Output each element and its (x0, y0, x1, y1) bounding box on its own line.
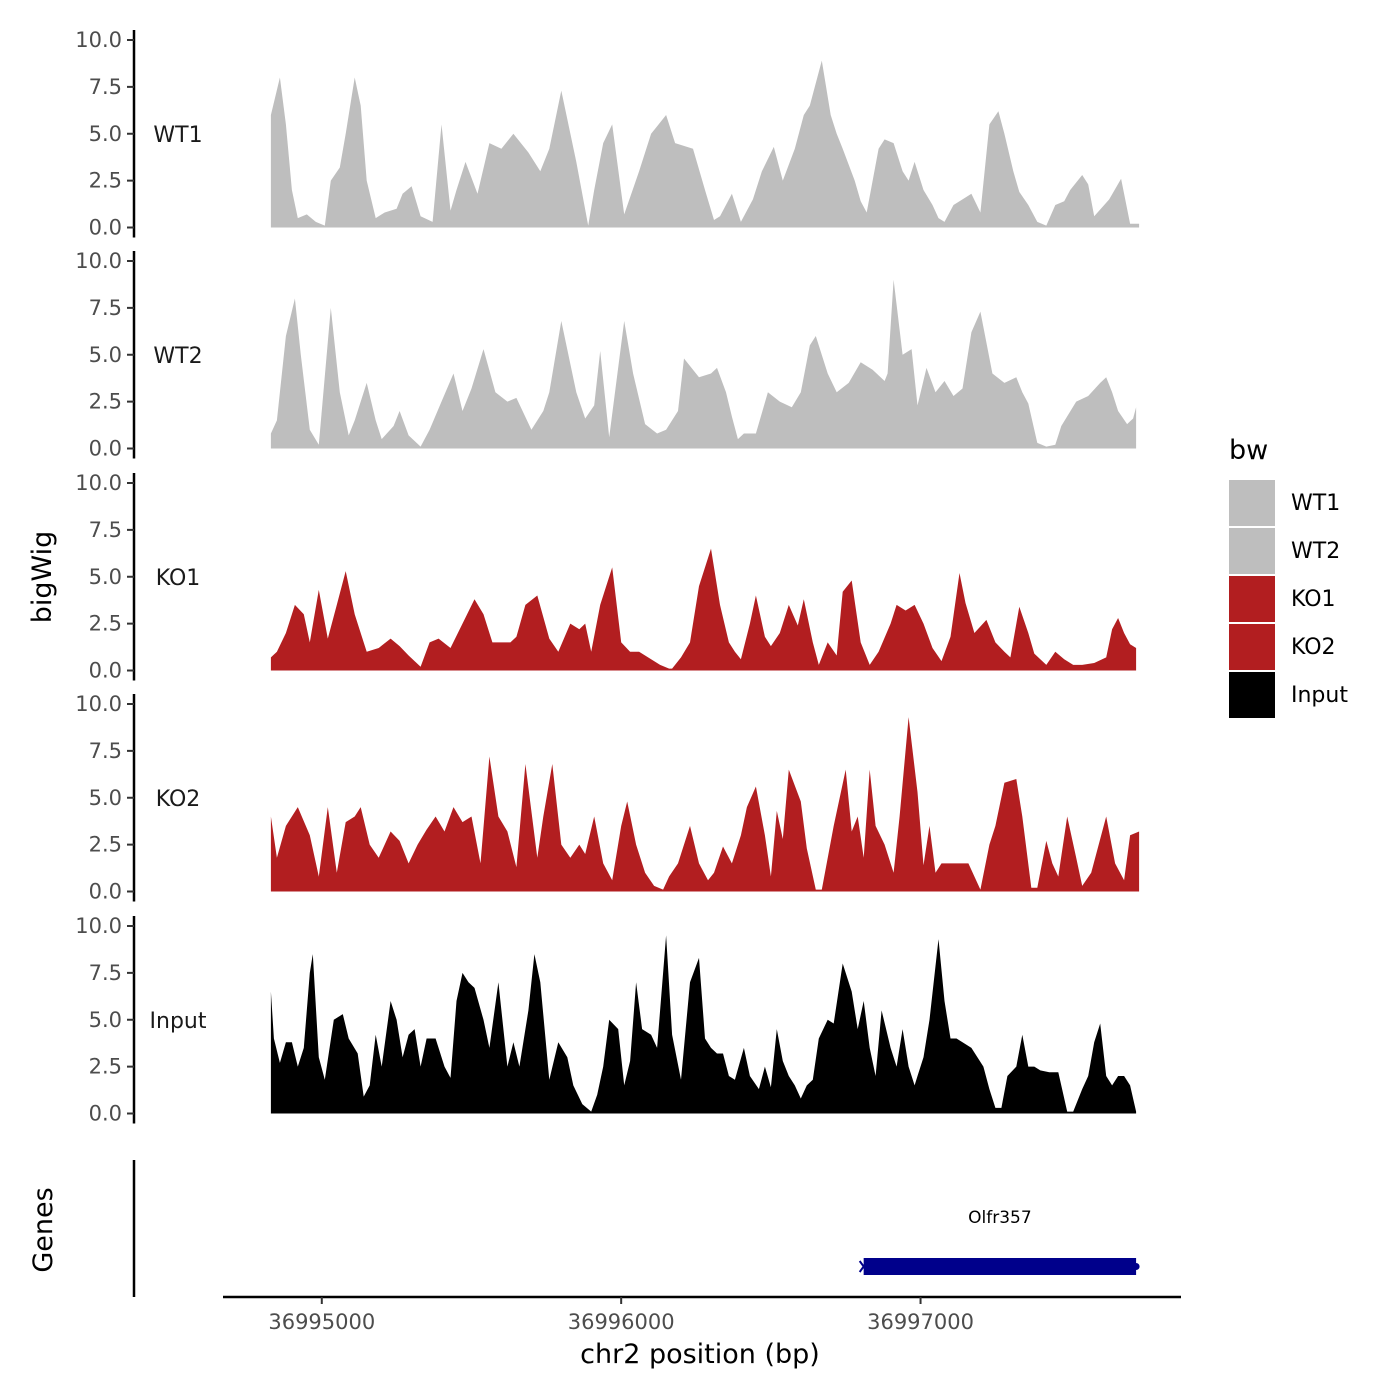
y-tick-label: 10.0 (75, 692, 122, 716)
y-tick-label: 7.5 (89, 518, 122, 542)
y-tick-label: 7.5 (89, 739, 122, 763)
genes-panel: Genes Olfr357 (28, 1160, 1140, 1297)
legend-swatch (1229, 672, 1275, 718)
y-tick-label: 2.5 (89, 169, 122, 193)
y-tick-label: 10.0 (75, 914, 122, 938)
gene-body (863, 1258, 1137, 1275)
track-wt2: 0.0 2.5 5.0 7.5 10.0 WT2 (75, 249, 1137, 461)
track-input: 0.0 2.5 5.0 7.5 10.0 Input (75, 914, 1137, 1126)
y-tick-label: 0.0 (89, 659, 122, 683)
y-tick-label: 7.5 (89, 961, 122, 985)
legend-swatch (1229, 528, 1275, 574)
gene-end-cap (1132, 1263, 1140, 1270)
x-tick-label: 36997000 (867, 1310, 974, 1334)
y-tick-label: 2.5 (89, 390, 122, 414)
y-tick-label: 7.5 (89, 296, 122, 320)
legend-label: WT1 (1291, 491, 1340, 516)
legend-item-ko2: KO2 (1229, 624, 1336, 670)
legend-item-input: Input (1229, 672, 1348, 718)
legend-item-wt1: WT1 (1229, 480, 1340, 526)
strand-marker (858, 1260, 869, 1273)
legend-swatch (1229, 576, 1275, 622)
y-tick-label: 0.0 (89, 437, 122, 461)
legend-label: WT2 (1291, 539, 1340, 564)
y-tick-label: 5.0 (89, 343, 122, 367)
track-label-ko2: KO2 (156, 787, 201, 812)
area-wt2 (270, 279, 1137, 449)
y-tick-label: 10.0 (75, 471, 122, 495)
legend-item-ko1: KO1 (1229, 576, 1336, 622)
y-tick-label: 0.0 (89, 880, 122, 904)
gene-label: Olfr357 (968, 1208, 1032, 1228)
x-tick-label: 36996000 (568, 1310, 675, 1334)
y-tick-label: 7.5 (89, 75, 122, 99)
y-tick-label: 2.5 (89, 833, 122, 857)
track-label-input: Input (150, 1009, 207, 1034)
track-label-wt1: WT1 (153, 123, 202, 148)
track-label-ko1: KO1 (156, 566, 201, 591)
y-tick-label: 0.0 (89, 1102, 122, 1126)
legend-label: KO2 (1291, 635, 1336, 660)
legend-item-wt2: WT2 (1229, 528, 1340, 574)
track-wt1: 0.0 2.5 5.0 7.5 10.0 WT1 (75, 28, 1140, 240)
y-tick-label: 0.0 (89, 216, 122, 240)
gene-olfr357: Olfr357 (858, 1208, 1140, 1275)
y-tick-label: 5.0 (89, 122, 122, 146)
track-label-wt2: WT2 (153, 344, 202, 369)
y-tick-label: 2.5 (89, 1055, 122, 1079)
legend-swatch (1229, 624, 1275, 670)
legend-swatch (1229, 480, 1275, 526)
y-axis-title: bigWig (27, 531, 58, 624)
x-axis-title: chr2 position (bp) (580, 1339, 820, 1370)
area-ko2 (270, 717, 1140, 892)
y-tick-label: 5.0 (89, 786, 122, 810)
genes-axis-title: Genes (28, 1187, 59, 1272)
legend: bw WT1 WT2 KO1 KO2 Input (1229, 435, 1348, 718)
area-input (270, 935, 1137, 1114)
legend-title: bw (1229, 435, 1268, 466)
track-ko1: 0.0 2.5 5.0 7.5 10.0 KO1 (75, 471, 1137, 683)
track-ko2: 0.0 2.5 5.0 7.5 10.0 KO2 (75, 692, 1140, 904)
area-wt1 (270, 60, 1140, 228)
y-tick-label: 10.0 (75, 249, 122, 273)
coverage-tracks: 0.02.55.07.510.0WT10.02.55.07.510.0WT20.… (75, 28, 1140, 1126)
area-ko1 (270, 548, 1137, 671)
legend-label: KO1 (1291, 587, 1336, 612)
x-tick-label: 36995000 (268, 1310, 375, 1334)
y-tick-label: 5.0 (89, 565, 122, 589)
x-axis: 36995000 36996000 36997000 (223, 1295, 1181, 1334)
legend-label: Input (1291, 683, 1348, 708)
y-tick-label: 10.0 (75, 28, 122, 52)
y-tick-label: 2.5 (89, 612, 122, 636)
y-tick-label: 5.0 (89, 1008, 122, 1032)
